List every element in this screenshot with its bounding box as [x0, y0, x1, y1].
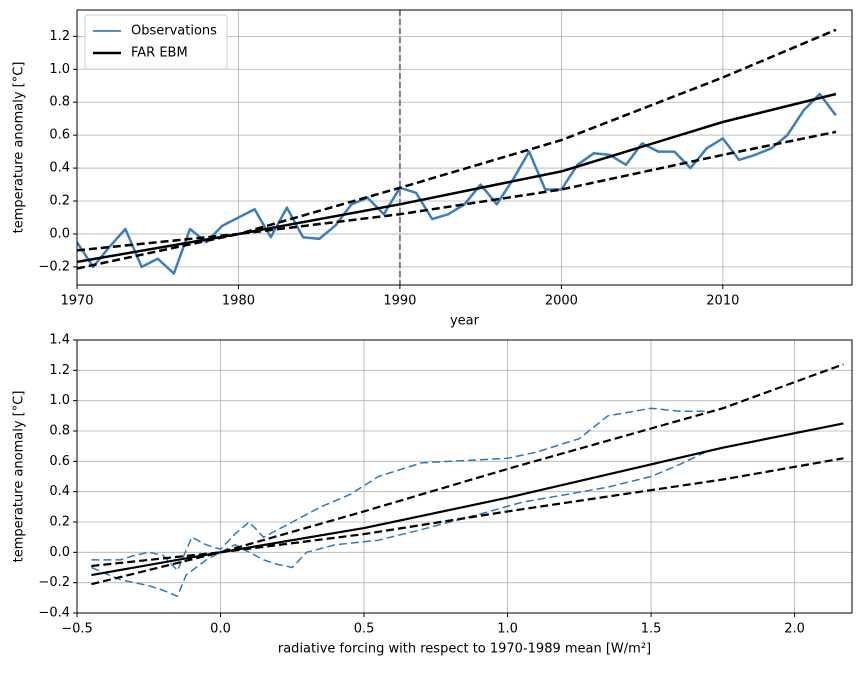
- x-tick-label: 1.0: [497, 622, 518, 637]
- y-tick-label: 0.8: [49, 424, 70, 439]
- x-tick-label: 1990: [383, 294, 416, 309]
- y-tick-label: 0.0: [49, 226, 70, 241]
- y-tick-label: 0.6: [49, 454, 70, 469]
- series-line: [91, 457, 844, 586]
- y-axis-label: temperature anomaly [°C]: [12, 62, 27, 234]
- y-tick-label: 1.0: [49, 393, 70, 408]
- series-line: [91, 450, 709, 598]
- y-tick-label: −0.2: [38, 575, 70, 590]
- plot-frame: [76, 339, 853, 614]
- series-line: [91, 407, 709, 572]
- legend-label: FAR EBM: [131, 46, 188, 61]
- y-tick-label: −0.4: [38, 606, 70, 621]
- plot-area: [77, 10, 837, 285]
- y-tick-label: 1.4: [49, 333, 70, 348]
- plot-area: [91, 363, 844, 598]
- plot-frame: [76, 9, 853, 286]
- series-line: [77, 28, 837, 252]
- x-tick-label: 1.5: [641, 622, 662, 637]
- y-tick-label: 1.0: [49, 62, 70, 77]
- y-tick-label: 0.0: [49, 545, 70, 560]
- y-tick-label: −0.2: [38, 259, 70, 274]
- x-tick-label: 0.0: [210, 622, 231, 637]
- y-axis-label: temperature anomaly [°C]: [12, 391, 27, 563]
- y-tick-label: 0.8: [49, 95, 70, 110]
- y-tick-label: 1.2: [49, 363, 70, 378]
- x-axis-label: radiative forcing with respect to 1970-1…: [278, 642, 651, 657]
- series-line: [91, 422, 844, 577]
- x-tick-label: 2.0: [784, 622, 805, 637]
- x-tick-label: 1970: [60, 294, 93, 309]
- y-tick-label: 1.2: [49, 29, 70, 44]
- legend-label: Observations: [131, 24, 217, 39]
- y-tick-label: 0.4: [49, 484, 70, 499]
- series-line: [77, 130, 837, 270]
- y-tick-label: 0.2: [49, 194, 70, 209]
- x-tick-label: −0.5: [61, 622, 93, 637]
- y-tick-label: 0.4: [49, 161, 70, 176]
- x-tick-label: 2010: [706, 294, 739, 309]
- x-tick-label: 0.5: [354, 622, 375, 637]
- y-tick-label: 0.6: [49, 128, 70, 143]
- x-tick-label: 1980: [222, 294, 255, 309]
- legend-box: [84, 14, 228, 70]
- series-line: [77, 92, 837, 264]
- series-line: [91, 363, 844, 568]
- y-tick-label: 0.2: [49, 515, 70, 530]
- x-axis-label: year: [450, 314, 480, 329]
- x-tick-label: 2000: [545, 294, 578, 309]
